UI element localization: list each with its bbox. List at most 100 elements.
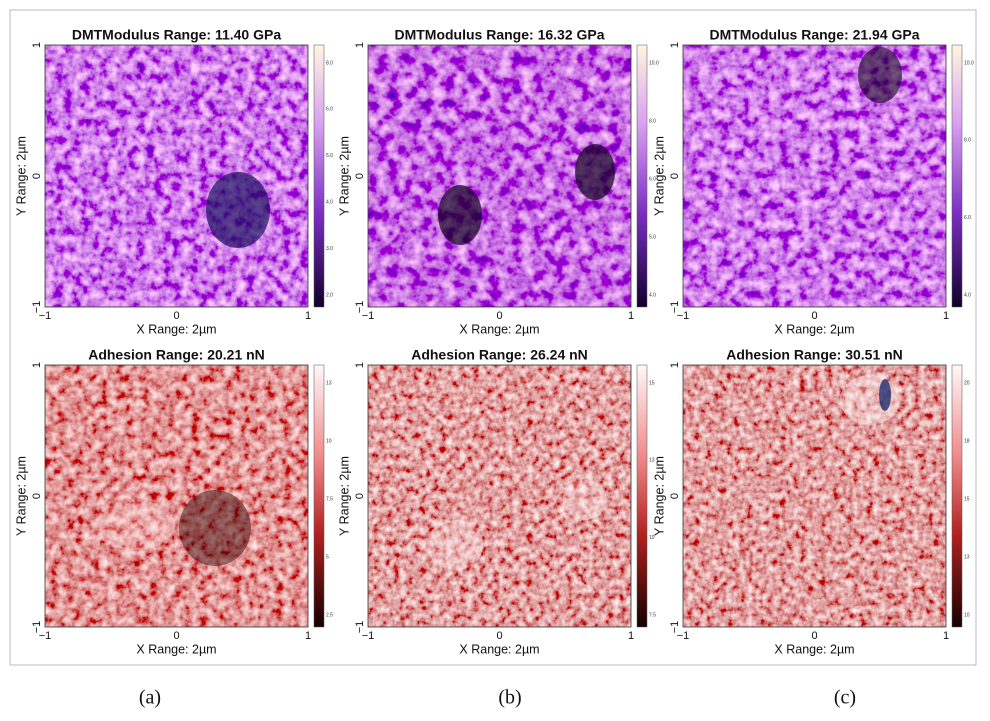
colorbar (636, 364, 648, 628)
panel-title: Adhesion Range: 20.21 nN (88, 347, 265, 363)
x-axis-label: X Range: 2µm (459, 322, 539, 336)
x-tick-label: −1 (677, 630, 690, 642)
y-tick-label: 0 (31, 173, 43, 179)
y-axis-label: Y Range: 2µm (14, 456, 28, 536)
colorbar-tick-label: 6.0 (326, 107, 333, 113)
colorbar-tick-label: 15 (964, 496, 970, 502)
x-axis-label: X Range: 2µm (136, 322, 216, 336)
surface-feature (563, 480, 607, 520)
afm-image (45, 365, 308, 627)
colorbar-tick-label: 5.0 (649, 234, 656, 240)
surface-feature (879, 379, 891, 411)
y-tick-label: 0 (354, 173, 366, 179)
colorbar-tick-label: 5.0 (326, 153, 333, 159)
y-tick-label: 0 (354, 493, 366, 499)
colorbar-tick-label: 3.0 (326, 246, 333, 252)
y-axis-label: Y Range: 2µm (652, 136, 666, 216)
x-tick-label: −1 (362, 630, 375, 642)
y-axis-label: Y Range: 2µm (337, 456, 351, 536)
y-tick-label: 0 (31, 493, 43, 499)
x-tick-label: 0 (811, 310, 817, 322)
panels: DMTModulus Range: 11.40 GPa X Range: 2µm Y… (14, 27, 974, 709)
colorbar-tick-label: 10 (649, 535, 655, 541)
x-tick-label: 1 (628, 630, 634, 642)
y-tick-label: 1 (354, 362, 366, 368)
x-axis-label: X Range: 2µm (459, 642, 539, 656)
panel-caption: (b) (498, 687, 521, 709)
colorbar-tick-label: 10 (326, 438, 332, 444)
x-axis-label: X Range: 2µm (774, 642, 854, 656)
colorbar (951, 44, 963, 308)
panel-caption: (c) (834, 687, 856, 709)
panel-title: DMTModulus Range: 21.94 GPa (709, 27, 919, 43)
y-axis-label: Y Range: 2µm (14, 136, 28, 216)
image-border (682, 364, 947, 628)
surface-feature (427, 520, 483, 570)
colorbar (951, 364, 963, 628)
x-tick-label: −1 (39, 630, 52, 642)
y-axis-label: Y Range: 2µm (652, 456, 666, 536)
colorbar-tick-label: 13 (964, 554, 970, 560)
colorbar-tick-label: 18 (964, 438, 970, 444)
x-tick-label: −1 (362, 310, 375, 322)
x-tick-label: −1 (39, 310, 52, 322)
colorbar (313, 44, 325, 308)
colorbar-tick-label: 8.0 (964, 138, 971, 144)
image-border (367, 44, 632, 308)
surface-feature (179, 490, 251, 566)
panel-title: Adhesion Range: 26.24 nN (411, 347, 588, 363)
y-tick-label: 1 (669, 42, 681, 48)
colorbar-tick-label: 2.0 (326, 292, 333, 298)
x-tick-label: −1 (677, 310, 690, 322)
y-tick-label: 1 (31, 42, 43, 48)
y-tick-label: −1 (354, 621, 366, 634)
colorbar (313, 364, 325, 628)
y-tick-label: −1 (669, 301, 681, 314)
colorbar-tick-label: 13 (649, 458, 655, 464)
image-border (367, 364, 632, 628)
panel-caption: (a) (139, 687, 161, 709)
colorbar-tick-label: 13 (326, 380, 332, 386)
surface-feature (858, 47, 902, 103)
x-axis-label: X Range: 2µm (774, 322, 854, 336)
colorbar-tick-label: 7.5 (649, 612, 656, 618)
y-tick-label: 0 (669, 493, 681, 499)
colorbar-tick-label: 20 (964, 380, 970, 386)
afm-image (45, 45, 308, 307)
x-tick-label: 1 (943, 310, 949, 322)
colorbar-tick-label: 10.0 (964, 60, 974, 66)
colorbar-tick-label: 10 (964, 612, 970, 618)
y-tick-label: 1 (31, 362, 43, 368)
x-tick-label: 0 (811, 630, 817, 642)
x-tick-label: 1 (628, 310, 634, 322)
colorbar-tick-label: 4.0 (326, 200, 333, 206)
y-tick-label: 1 (354, 42, 366, 48)
surface-feature (438, 185, 482, 245)
panel-title: DMTModulus Range: 16.32 GPa (394, 27, 604, 43)
colorbar-tick-label: 6.0 (964, 215, 971, 221)
y-tick-label: 1 (669, 362, 681, 368)
image-border (44, 44, 309, 308)
surface-feature (575, 144, 615, 200)
colorbar-tick-label: 8.0 (649, 118, 656, 124)
surface-feature (840, 375, 900, 425)
colorbar-tick-label: 4.0 (649, 292, 656, 298)
image-border (682, 44, 947, 308)
afm-image (683, 365, 946, 627)
x-tick-label: 0 (173, 310, 179, 322)
y-tick-label: −1 (669, 621, 681, 634)
afm-image (683, 45, 946, 307)
image-border (44, 364, 309, 628)
x-tick-label: 0 (173, 630, 179, 642)
x-tick-label: 1 (305, 630, 311, 642)
afm-image (368, 365, 631, 627)
colorbar-tick-label: 5 (326, 554, 329, 560)
y-tick-label: 0 (669, 173, 681, 179)
colorbar-tick-label: 6.0 (649, 176, 656, 182)
colorbar-tick-label: 10.0 (649, 60, 659, 66)
y-tick-label: −1 (31, 301, 43, 314)
colorbar-tick-label: 8.0 (326, 60, 333, 66)
y-axis-label: Y Range: 2µm (337, 136, 351, 216)
x-tick-label: 0 (496, 310, 502, 322)
